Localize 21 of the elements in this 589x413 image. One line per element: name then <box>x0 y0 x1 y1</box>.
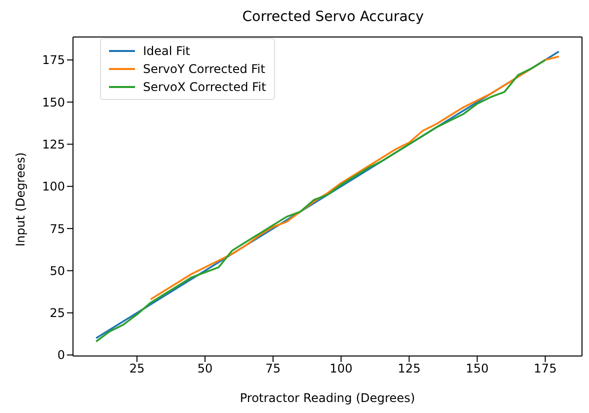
y-tick-label: 25 <box>50 306 65 320</box>
y-tick-label: 150 <box>42 95 65 110</box>
x-tick-label: 125 <box>398 362 421 376</box>
y-tick-label: 100 <box>42 180 65 194</box>
x-tick-label: 175 <box>534 362 557 376</box>
x-tick-label: 25 <box>129 362 145 376</box>
x-tick-label: 150 <box>466 362 489 376</box>
x-tick-label: 50 <box>197 362 213 376</box>
y-tick-label: 75 <box>50 222 65 236</box>
legend-label: Ideal Fit <box>143 43 190 60</box>
legend-label: ServoY Corrected Fit <box>143 61 266 78</box>
y-tick-label: 175 <box>42 53 65 68</box>
legend-label: ServoX Corrected Fit <box>143 79 266 96</box>
x-axis-title: Protractor Reading (Degrees) <box>240 391 416 405</box>
y-tick-label: 50 <box>50 264 65 278</box>
x-tick-label: 100 <box>330 362 353 376</box>
y-tick-label: 125 <box>42 137 65 152</box>
chart-title: Corrected Servo Accuracy <box>241 8 425 27</box>
y-axis-title: Input (Degrees) <box>13 152 28 246</box>
y-tick-label: 0 <box>57 348 65 362</box>
x-tick-label: 75 <box>265 362 281 376</box>
